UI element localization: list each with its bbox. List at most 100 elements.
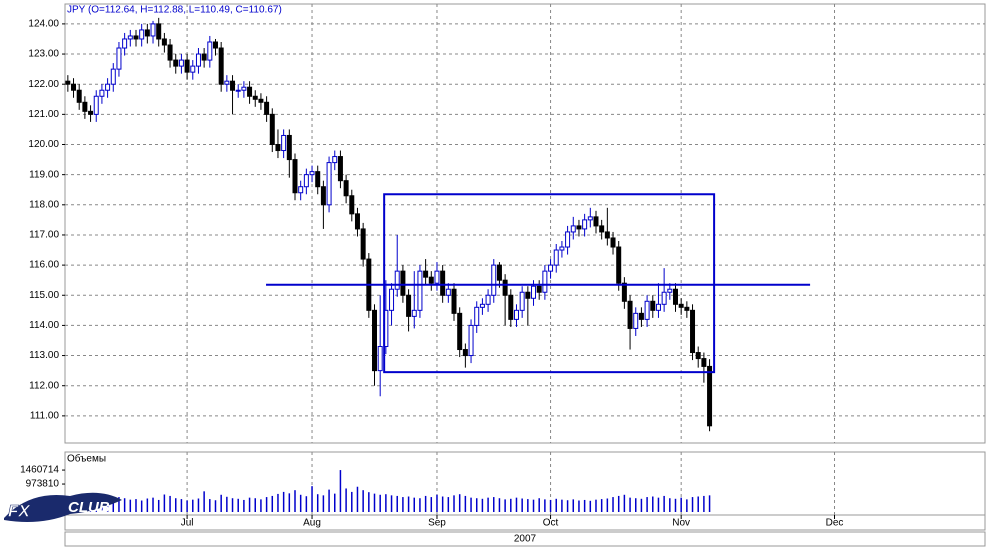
candle-body: [417, 270, 423, 311]
candle-body: [99, 89, 105, 97]
candle-body: [525, 291, 531, 299]
y-tick-label: 118.00: [29, 199, 59, 210]
volume-label: Объемы: [67, 453, 106, 465]
candle-body: [212, 41, 218, 49]
year-label: 2007: [514, 534, 537, 545]
logo-swoosh: [4, 492, 122, 522]
candle-body: [502, 279, 508, 296]
candle-body: [519, 291, 525, 311]
candle-body: [389, 288, 395, 311]
candle-body: [320, 186, 326, 206]
candle-body: [411, 309, 417, 317]
annotation-rect: [383, 193, 716, 374]
candle-body: [241, 86, 247, 91]
candle-body: [71, 83, 77, 91]
candle-body: [110, 68, 116, 85]
candle-body: [377, 346, 383, 372]
candle-body: [286, 134, 292, 161]
candle-body: [116, 47, 122, 70]
x-tick-label: Jul: [181, 518, 194, 529]
candle-body: [531, 285, 537, 299]
candle-body: [667, 288, 673, 293]
candle-body: [576, 225, 582, 230]
candle-body: [161, 38, 167, 46]
candle-body: [281, 134, 287, 152]
candle-body: [264, 101, 270, 115]
candle-body: [190, 65, 196, 73]
candle-body: [122, 38, 128, 49]
y-tick-label: 113.00: [29, 350, 59, 361]
candle-body: [536, 285, 542, 293]
candle-body: [337, 156, 343, 182]
candle-body: [349, 195, 355, 215]
candle-body: [292, 159, 298, 194]
candle-body: [633, 312, 639, 329]
candle-body: [201, 53, 207, 61]
candle-body: [105, 83, 111, 91]
candle-body: [599, 225, 605, 233]
y-tick-label: 973810: [26, 479, 60, 490]
logo: FX CLUB: [4, 492, 122, 522]
candle-body: [139, 29, 145, 40]
candle-body: [230, 80, 236, 91]
candle-body: [406, 294, 412, 317]
x-tick-label: Oct: [543, 518, 559, 529]
candle-body: [496, 264, 502, 281]
candle-body: [457, 312, 463, 351]
candle-body: [235, 89, 241, 92]
candle-body: [65, 80, 71, 85]
candle-body: [462, 349, 468, 357]
candle-body: [548, 264, 554, 272]
y-tick-label: 116.00: [29, 260, 59, 271]
candle-body: [695, 352, 701, 360]
candle-body: [627, 300, 633, 329]
candle-body: [707, 365, 713, 427]
candle-body: [661, 291, 667, 305]
candle-body: [252, 95, 258, 100]
y-tick-label: 119.00: [29, 169, 59, 180]
candle-body: [593, 216, 599, 227]
candle-body: [144, 29, 150, 37]
y-tick-label: 114.00: [29, 320, 59, 331]
candle-body: [451, 288, 457, 314]
candle-body: [247, 86, 253, 97]
candle-body: [445, 288, 451, 296]
candle-body: [565, 231, 571, 248]
x-tick-label: Aug: [303, 518, 321, 529]
candle-body: [650, 300, 656, 311]
candle-body: [616, 246, 622, 284]
candle-body: [173, 59, 179, 67]
candle-body: [394, 270, 400, 290]
candle-body: [604, 231, 610, 239]
candle-body: [701, 358, 707, 367]
candle-body: [332, 156, 338, 164]
y-tick-label: 117.00: [29, 230, 59, 241]
y-tick-label: 122.00: [28, 79, 59, 90]
candle-body: [582, 219, 588, 230]
y-tick-label: 120.00: [28, 139, 59, 150]
candle-body: [156, 23, 162, 40]
y-tick-label: 124.00: [28, 19, 59, 30]
candle-body: [195, 53, 201, 67]
candle-body: [479, 303, 485, 308]
logo-text: CLUB: [68, 499, 110, 516]
candle-body: [326, 162, 332, 206]
candle-body: [150, 23, 156, 37]
candle-body: [587, 216, 593, 221]
date-axis: [64, 514, 986, 531]
candle-body: [690, 309, 696, 354]
candle-body: [343, 180, 349, 197]
candle-body: [167, 44, 173, 61]
candle-body: [570, 225, 576, 233]
y-tick-label: 111.00: [30, 411, 60, 422]
logo-text: FX: [8, 501, 31, 520]
candle-body: [207, 41, 213, 61]
y-tick-label: 123.00: [28, 49, 59, 60]
y-tick-label: 115.00: [29, 290, 59, 301]
candle-body: [434, 270, 440, 284]
candle-body: [76, 89, 82, 103]
candle-body: [474, 306, 480, 326]
candle-body: [508, 294, 514, 320]
volume-panel: [64, 451, 986, 516]
